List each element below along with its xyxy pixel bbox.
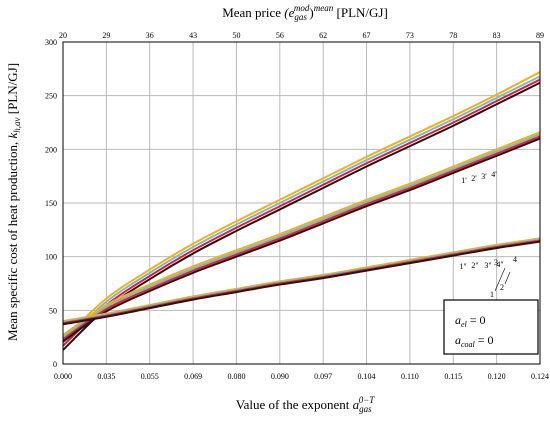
- series-line-4: [62, 71, 541, 341]
- x-axis-ticks: 0.000 0.035 0.055 0.069 0.080 0.090 0.097 0.104…: [54, 372, 549, 381]
- series-line-7: [62, 133, 541, 338]
- series-label: 2": [471, 261, 478, 270]
- series-label: 3: [494, 258, 498, 267]
- y-tick-label: 250: [45, 92, 57, 101]
- top-tick-label: 36: [146, 31, 154, 40]
- series-label: 3': [481, 172, 487, 181]
- top-tick-label: 73: [406, 31, 414, 40]
- y-tick-label: 300: [45, 38, 57, 47]
- top-axis-title: Mean price (egasmod)mean [PLN/GJ]: [222, 3, 388, 22]
- series-label: 2': [471, 174, 477, 183]
- plot-frame: [62, 41, 541, 365]
- x-tick-label: 0.097: [314, 372, 332, 381]
- x-tick-label: 0.120: [488, 372, 506, 381]
- series-line-6: [62, 135, 541, 341]
- series-line-2: [62, 78, 541, 347]
- y-tick-label: 150: [45, 199, 57, 208]
- top-tick-label: 50: [232, 31, 240, 40]
- x-tick-label: 0.090: [271, 372, 289, 381]
- y-tick-label: 0: [53, 360, 57, 369]
- series-label: 4: [513, 255, 517, 264]
- y-tick-label: 200: [45, 145, 57, 154]
- series-label: 2: [500, 283, 504, 292]
- y-tick-label: 100: [45, 253, 57, 262]
- top-tick-label: 20: [59, 31, 67, 40]
- series-label: 4": [496, 260, 503, 269]
- condition-coal: acoal = 0: [455, 333, 494, 349]
- x-axis-title: Value of the exponent agas0−T: [236, 395, 376, 414]
- y-tick-label: 50: [49, 306, 57, 315]
- top-tick-label: 83: [493, 31, 501, 40]
- y-axis-title: Mean specific cost of heat production, k…: [5, 63, 22, 341]
- series-label-leader: [504, 271, 511, 285]
- series-line-1: [62, 81, 541, 351]
- series-line-10: [62, 239, 541, 325]
- series-label: 1": [459, 262, 466, 271]
- top-tick-label: 56: [276, 31, 284, 40]
- top-tick-label: 78: [449, 31, 457, 40]
- top-tick-label: 43: [189, 31, 197, 40]
- x-tick-label: 0.080: [227, 372, 245, 381]
- x-tick-label: 0.000: [54, 372, 72, 381]
- top-tick-label: 62: [319, 31, 327, 40]
- y-axis-ticks: 0 50 100 150 200 250 300: [45, 38, 57, 369]
- series-label: 3": [484, 261, 491, 270]
- x-tick-label: 0.124: [531, 372, 549, 381]
- condition-box-frame: [443, 299, 539, 355]
- top-tick-label: 89: [536, 31, 544, 40]
- x-tick-label: 0.115: [444, 372, 462, 381]
- condition-el: ael = 0: [455, 313, 486, 329]
- series-line-3: [62, 75, 541, 344]
- series-line-5: [62, 137, 541, 343]
- series-line-8: [62, 131, 541, 336]
- series-line-11: [62, 238, 541, 324]
- series-label-leader: [494, 267, 506, 292]
- series-label: 4': [491, 170, 497, 179]
- series-label: 1': [461, 176, 467, 185]
- x-tick-label: 0.055: [141, 372, 159, 381]
- top-axis-ticks: 20 29 36 43 50 56 62 67 73 78 83 89: [59, 31, 544, 40]
- top-tick-label: 67: [363, 31, 371, 40]
- x-tick-label: 0.110: [401, 372, 419, 381]
- top-tick-label: 29: [102, 31, 110, 40]
- x-tick-label: 0.104: [358, 372, 376, 381]
- series-label: 1: [490, 290, 494, 299]
- series-lines: [62, 71, 541, 351]
- x-tick-label: 0.035: [97, 372, 115, 381]
- series-line-12: [62, 237, 541, 323]
- series-line-9: [62, 240, 541, 326]
- x-tick-label: 0.069: [184, 372, 202, 381]
- condition-box: ael = 0 acoal = 0: [443, 299, 539, 355]
- series-labels: 12 3 4 1' 2' 3' 4' 1" 2" 3" 4": [459, 170, 517, 299]
